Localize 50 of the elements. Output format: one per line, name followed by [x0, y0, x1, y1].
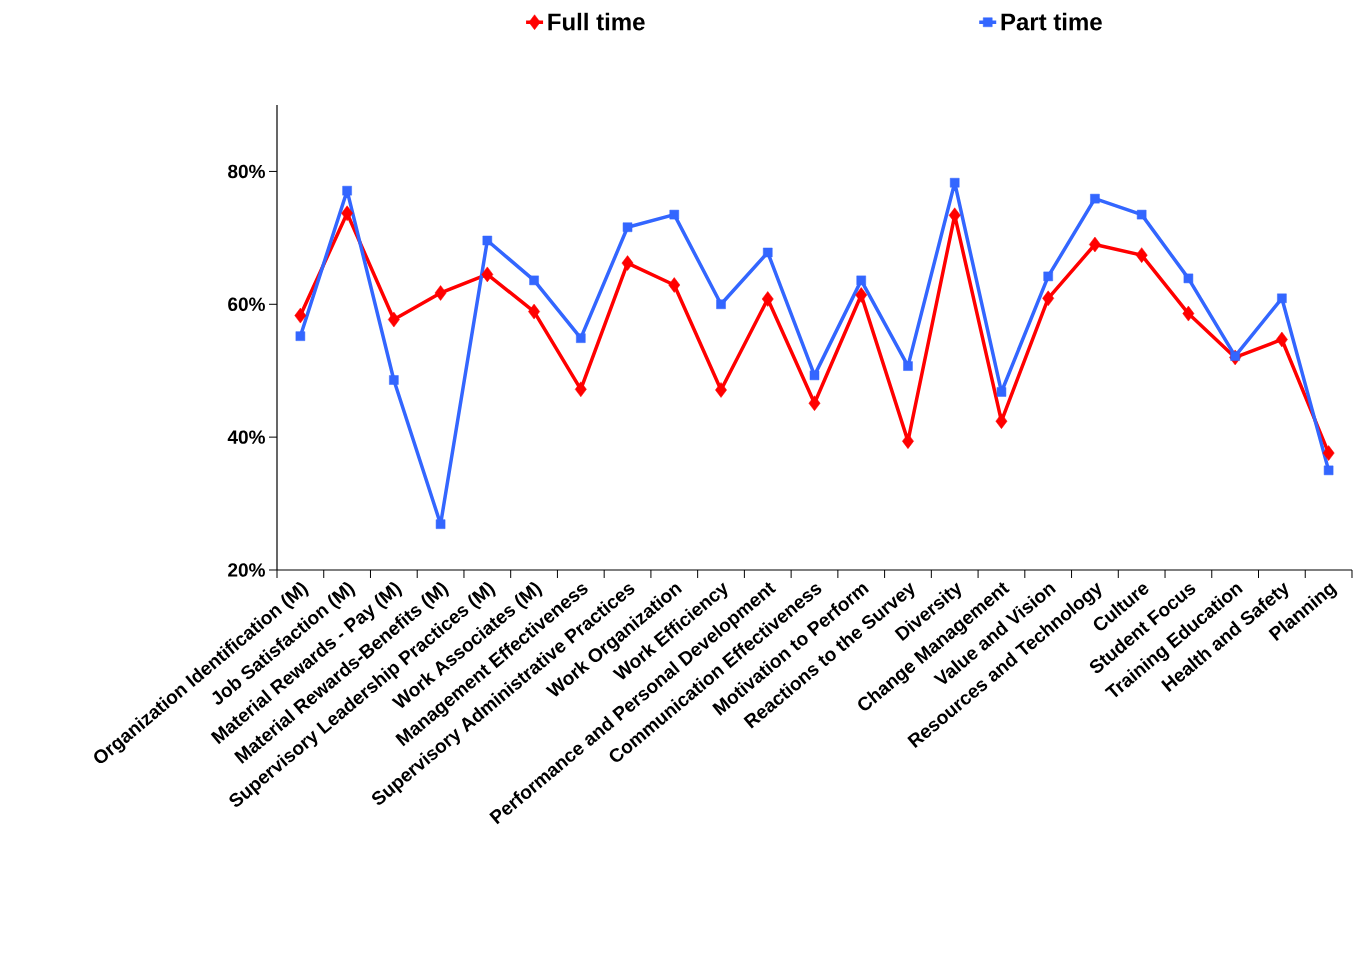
point: [1089, 236, 1101, 253]
point: [903, 361, 913, 371]
point: [1322, 445, 1335, 461]
point: [763, 247, 773, 258]
point: [622, 222, 633, 232]
point: [387, 311, 400, 328]
point: [341, 205, 353, 222]
point: [761, 291, 774, 307]
point: [809, 370, 820, 381]
point: [1182, 305, 1195, 322]
point: [295, 331, 306, 341]
point: [481, 266, 494, 283]
point: [856, 275, 866, 286]
y-tick-label: 40%: [227, 430, 265, 444]
point: [1183, 273, 1194, 284]
point: [528, 303, 540, 320]
point: [716, 299, 726, 310]
point: [995, 413, 1008, 429]
y-tick-label: 80%: [228, 164, 265, 179]
point: [1090, 193, 1100, 204]
legend-label: Full time: [548, 12, 645, 31]
point: [1277, 293, 1287, 304]
point: [902, 433, 914, 449]
point: [855, 287, 868, 303]
point: [294, 307, 307, 324]
point: [434, 285, 447, 301]
point: [1276, 331, 1288, 348]
point: [574, 381, 587, 398]
y-tick-label: 60%: [228, 297, 265, 312]
legend-label: Part time: [1001, 12, 1102, 31]
point: [669, 209, 680, 220]
point: [529, 275, 539, 286]
point: [808, 395, 821, 412]
point: [342, 185, 352, 196]
point: [576, 333, 586, 343]
point: [482, 235, 493, 246]
point: [1135, 247, 1148, 263]
point: [1042, 290, 1055, 307]
point: [996, 387, 1007, 397]
point: [621, 255, 634, 271]
point: [1230, 351, 1240, 361]
point: [1323, 465, 1334, 476]
point: [1043, 271, 1053, 282]
point: [668, 277, 681, 293]
point: [1136, 209, 1147, 220]
y-tick-label: 20%: [228, 563, 265, 577]
point: [949, 177, 960, 188]
point: [435, 519, 446, 529]
point: [715, 382, 727, 398]
point: [389, 375, 399, 385]
